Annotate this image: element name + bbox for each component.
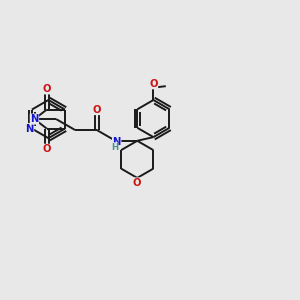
Text: O: O <box>43 144 51 154</box>
Text: O: O <box>92 105 101 115</box>
Text: O: O <box>133 178 142 188</box>
Text: N: N <box>112 137 121 147</box>
Text: N: N <box>25 124 34 134</box>
Text: O: O <box>43 84 51 94</box>
Text: O: O <box>149 79 158 89</box>
Text: H: H <box>111 143 118 152</box>
Text: N: N <box>30 114 39 124</box>
